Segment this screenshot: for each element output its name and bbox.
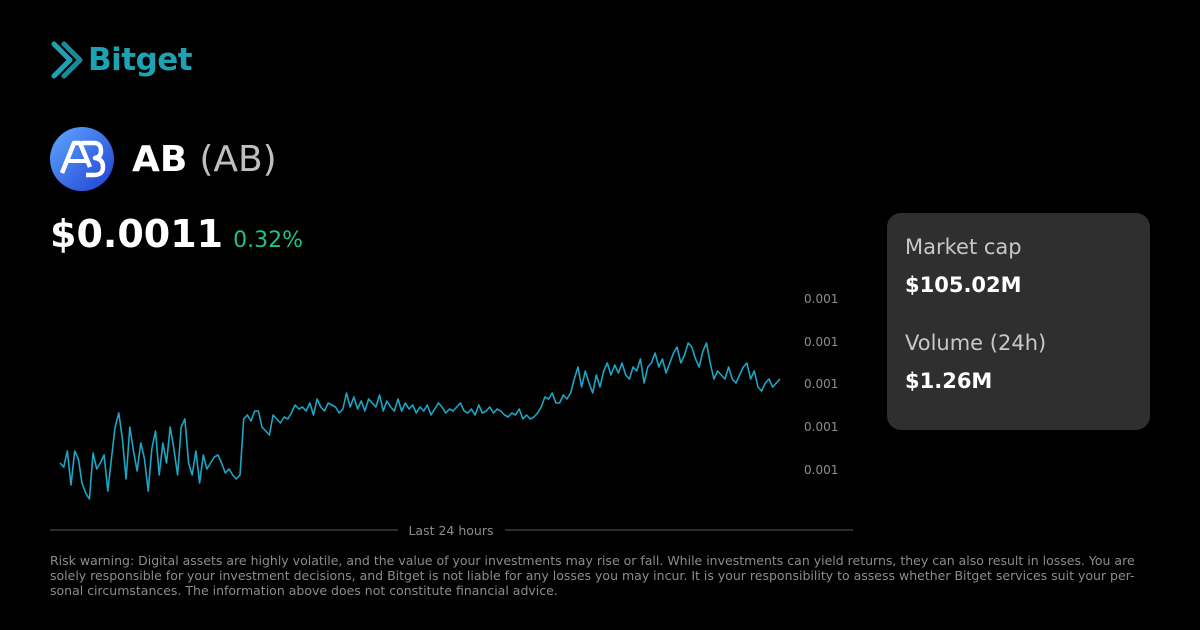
ab-coin-icon [50, 127, 114, 191]
price-chart: 0.001 0.001 0.001 0.001 0.001 Last 24 hours [50, 292, 853, 538]
y-tick-label: 0.001 [804, 292, 838, 306]
y-tick-label: 0.001 [804, 420, 838, 434]
bitget-logo-icon [51, 41, 83, 79]
stats-card: Market cap $105.02M Volume (24h) $1.26M [887, 213, 1150, 430]
y-tick-label: 0.001 [804, 335, 838, 349]
coin-header: AB (AB) [50, 127, 277, 191]
y-tick-label: 0.001 [804, 377, 838, 391]
x-axis-label: Last 24 hours [408, 523, 493, 538]
price-row: $0.0011 0.32% [50, 212, 303, 256]
coin-name: AB [132, 138, 188, 180]
brand-name: Bitget [88, 42, 193, 78]
coin-symbol: (AB) [199, 138, 277, 180]
price-line [59, 342, 781, 500]
brand-logo[interactable]: Bitget [50, 40, 193, 80]
y-tick-label: 0.001 [804, 463, 838, 477]
market-cap-label: Market cap [905, 235, 1022, 259]
price-change: 0.32% [233, 228, 303, 253]
price-value: $0.0011 [50, 212, 224, 256]
market-cap-value: $105.02M [905, 273, 1022, 297]
risk-disclaimer: Risk warning: Digital assets are highly … [50, 553, 1135, 598]
volume-value: $1.26M [905, 369, 993, 393]
volume-label: Volume (24h) [905, 331, 1047, 355]
